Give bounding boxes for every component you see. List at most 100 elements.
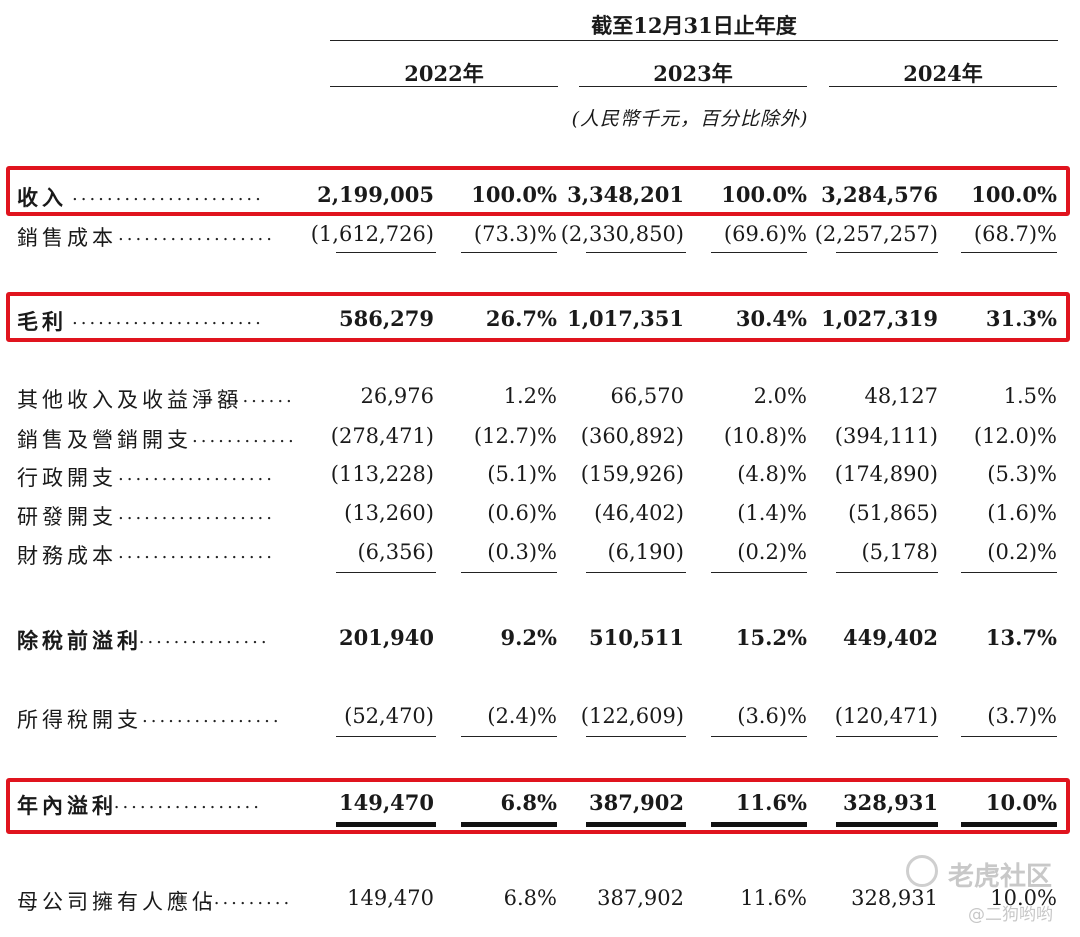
cell-2023-percent: (0.2)% bbox=[737, 540, 807, 564]
subtotal-rule bbox=[461, 252, 557, 253]
cell-2023-percent: (3.6)% bbox=[737, 704, 807, 728]
table-row-finance-costs: 財務成本 .................. (6,356) (0.3)% (… bbox=[0, 540, 1080, 572]
row-leader-dots: ...................... bbox=[72, 184, 264, 205]
year-2024-rule bbox=[829, 86, 1057, 87]
total-double-rule bbox=[586, 822, 686, 827]
cell-2024-amount: 449,402 bbox=[843, 625, 938, 650]
cell-2022-amount: 586,279 bbox=[339, 306, 434, 331]
cell-2023-amount: 1,017,351 bbox=[567, 306, 684, 331]
row-label: 所得稅開支 bbox=[17, 708, 142, 732]
cell-2023-amount: (46,402) bbox=[594, 501, 684, 525]
cell-2022-amount: 2,199,005 bbox=[317, 182, 434, 207]
subtotal-rule bbox=[586, 252, 686, 253]
year-2024-header: 2024年 bbox=[903, 61, 983, 86]
subtotal-rule bbox=[336, 736, 436, 737]
cell-2024-amount: 328,931 bbox=[843, 790, 938, 815]
cell-2022-percent: 6.8% bbox=[500, 790, 558, 815]
cell-2022-percent: (5.1)% bbox=[487, 462, 557, 486]
cell-2023-amount: 66,570 bbox=[610, 384, 684, 408]
cell-2023-percent: 15.2% bbox=[735, 625, 807, 650]
cell-2024-amount: (120,471) bbox=[834, 704, 938, 728]
cell-2022-amount: 149,470 bbox=[339, 790, 434, 815]
cell-2024-percent: (0.2)% bbox=[987, 540, 1057, 564]
subtotal-rule bbox=[586, 572, 686, 573]
highlight-box-profit-for-year bbox=[6, 778, 1070, 834]
subtotal-rule bbox=[836, 252, 938, 253]
cell-2024-percent: 10.0% bbox=[985, 790, 1057, 815]
cell-2024-percent: (1.6)% bbox=[987, 501, 1057, 525]
header-top-rule bbox=[330, 40, 1058, 41]
cell-2023-percent: (1.4)% bbox=[737, 501, 807, 525]
subtotal-rule bbox=[461, 572, 557, 573]
table-row-selling-marketing: 銷售及營銷開支 ............ (278,471) (12.7)% (… bbox=[0, 424, 1080, 456]
year-2022-rule bbox=[330, 86, 558, 87]
cell-2023-percent: 100.0% bbox=[721, 182, 807, 207]
row-label: 行政開支 bbox=[17, 466, 117, 490]
table-row-cost-of-sales: 銷售成本 .................. (1,612,726) (73.… bbox=[0, 222, 1080, 254]
cell-2024-percent: (68.7)% bbox=[973, 222, 1057, 246]
cell-2022-percent: 1.2% bbox=[503, 384, 557, 408]
cell-2024-percent: 31.3% bbox=[985, 306, 1057, 331]
cell-2024-percent: (5.3)% bbox=[987, 462, 1057, 486]
row-label: 財務成本 bbox=[17, 544, 117, 568]
subtotal-rule bbox=[711, 572, 807, 573]
cell-2022-percent: 100.0% bbox=[471, 182, 557, 207]
cell-2023-amount: (2,330,850) bbox=[560, 222, 684, 246]
subtotal-rule bbox=[336, 572, 436, 573]
table-row-gross-profit: 毛利 ...................... 586,279 26.7% … bbox=[0, 306, 1080, 338]
row-label: 收入 bbox=[17, 185, 67, 210]
cell-2023-percent: 11.6% bbox=[735, 790, 807, 815]
row-label: 年內溢利 bbox=[17, 793, 117, 818]
table-row-other-income: 其他收入及收益淨額 ........ 26,976 1.2% 66,570 2.… bbox=[0, 384, 1080, 416]
row-label: 母公司擁有人應佔 bbox=[17, 890, 217, 914]
row-label: 其他收入及收益淨額 bbox=[17, 388, 242, 412]
cell-2023-percent: (69.6)% bbox=[723, 222, 807, 246]
subtotal-rule bbox=[836, 736, 938, 737]
subtotal-rule bbox=[836, 572, 938, 573]
row-leader-dots: ................ bbox=[130, 627, 270, 648]
subtotal-rule bbox=[336, 252, 436, 253]
row-leader-dots: .................. bbox=[118, 542, 275, 563]
cell-2022-amount: (6,356) bbox=[357, 540, 434, 564]
cell-2023-percent: 2.0% bbox=[753, 384, 807, 408]
cell-2023-percent: (4.8)% bbox=[737, 462, 807, 486]
table-row-profit-for-year: 年內溢利 .................. 149,470 6.8% 387… bbox=[0, 790, 1080, 822]
cell-2024-amount: (5,178) bbox=[861, 540, 938, 564]
subtotal-rule bbox=[961, 736, 1057, 737]
table-row-admin-expenses: 行政開支 .................. (113,228) (5.1)%… bbox=[0, 462, 1080, 494]
cell-2024-percent: (12.0)% bbox=[973, 424, 1057, 448]
table-row-rnd-expenses: 研發開支 .................. (13,260) (0.6)% … bbox=[0, 501, 1080, 533]
cell-2022-amount: (52,470) bbox=[344, 704, 434, 728]
cell-2023-amount: (6,190) bbox=[607, 540, 684, 564]
cell-2022-percent: (2.4)% bbox=[487, 704, 557, 728]
cell-2024-amount: 3,284,576 bbox=[821, 182, 938, 207]
row-label: 除稅前溢利 bbox=[17, 628, 142, 653]
cell-2022-percent: 26.7% bbox=[485, 306, 557, 331]
watermark-brand: 老虎社区 bbox=[948, 862, 1053, 892]
cell-2022-percent: 6.8% bbox=[503, 886, 557, 910]
cell-2023-percent: (10.8)% bbox=[723, 424, 807, 448]
cell-2022-percent: (73.3)% bbox=[473, 222, 557, 246]
cell-2023-amount: 510,511 bbox=[589, 625, 684, 650]
table-row-income-tax: 所得稅開支 ................ (52,470) (2.4)% (… bbox=[0, 704, 1080, 736]
total-double-rule bbox=[336, 822, 436, 827]
cell-2024-amount: 48,127 bbox=[864, 384, 938, 408]
cell-2024-percent: 13.7% bbox=[985, 625, 1057, 650]
row-label: 研發開支 bbox=[17, 505, 117, 529]
row-leader-dots: .................. bbox=[118, 464, 275, 485]
year-2022-header: 2022年 bbox=[404, 61, 484, 86]
cell-2024-amount: (51,865) bbox=[848, 501, 938, 525]
cell-2023-amount: (360,892) bbox=[580, 424, 684, 448]
cell-2024-percent: 10.0% bbox=[990, 886, 1057, 910]
cell-2023-amount: 387,902 bbox=[589, 790, 684, 815]
row-leader-dots: ................ bbox=[142, 706, 282, 727]
total-double-rule bbox=[961, 822, 1057, 827]
subtotal-rule bbox=[961, 252, 1057, 253]
row-label: 銷售及營銷開支 bbox=[17, 428, 192, 452]
subtotal-rule bbox=[711, 252, 807, 253]
cell-2022-amount: (13,260) bbox=[344, 501, 434, 525]
row-leader-dots: ...................... bbox=[72, 308, 264, 329]
cell-2024-percent: 100.0% bbox=[971, 182, 1057, 207]
cell-2022-amount: (113,228) bbox=[330, 462, 434, 486]
watermark-logo-icon bbox=[906, 855, 938, 887]
